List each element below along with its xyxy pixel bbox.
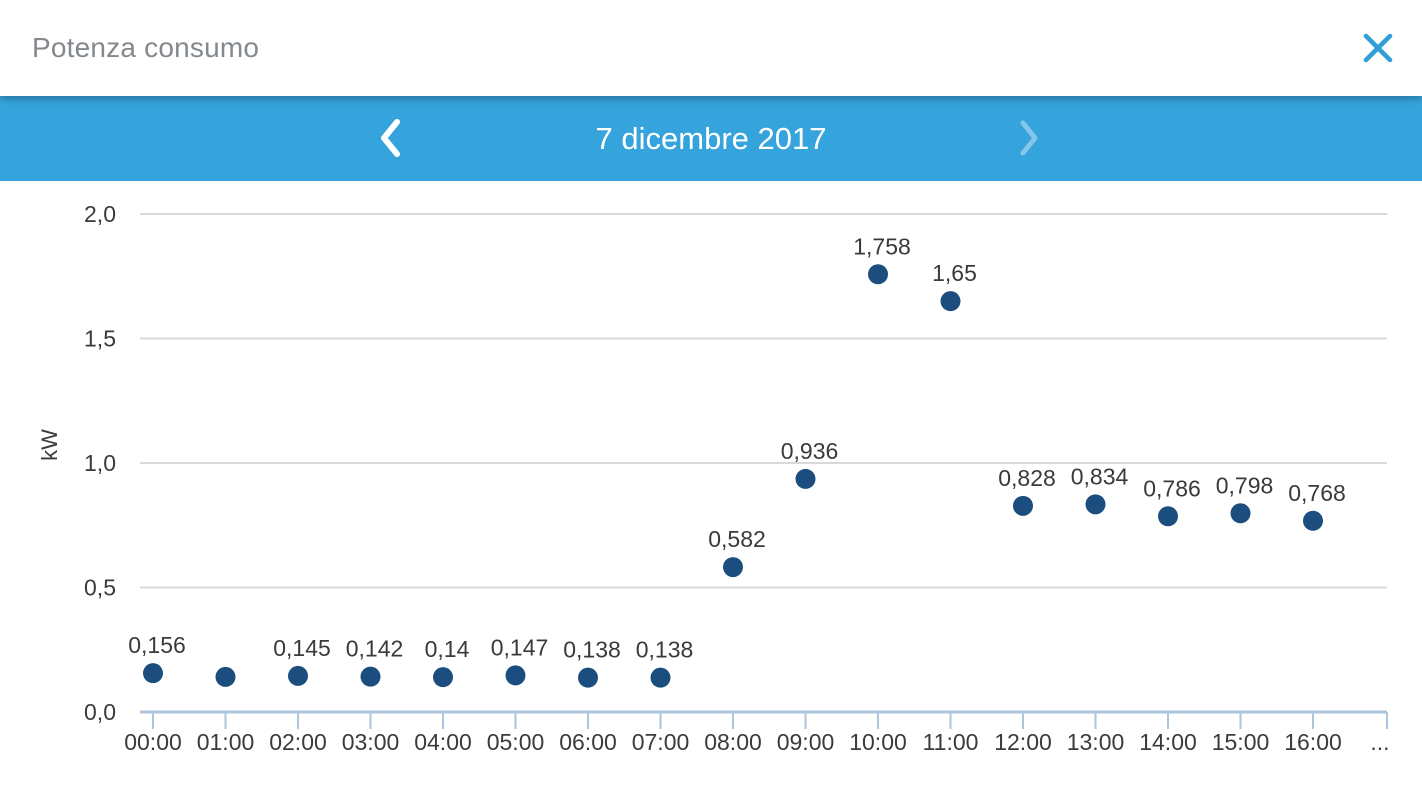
data-point[interactable] xyxy=(288,665,308,686)
x-tick-label: 12:00 xyxy=(994,729,1052,755)
y-tick-label: 0,5 xyxy=(84,575,116,601)
data-point[interactable] xyxy=(505,665,526,686)
chevron-right-icon xyxy=(1020,120,1038,156)
x-tick-label: 04:00 xyxy=(414,729,472,755)
date-nav-bar: 7 dicembre 2017 xyxy=(0,96,1422,181)
x-tick-label: 14:00 xyxy=(1139,729,1197,755)
data-point[interactable] xyxy=(1158,506,1178,527)
data-point[interactable] xyxy=(723,557,743,578)
data-point[interactable] xyxy=(1303,510,1323,531)
close-button[interactable] xyxy=(1352,22,1404,74)
point-value-label: 0,138 xyxy=(636,637,694,663)
x-tick-label: 09:00 xyxy=(777,729,835,755)
point-value-label: 0,786 xyxy=(1143,475,1201,501)
x-tick-label: 02:00 xyxy=(269,729,327,755)
chevron-left-icon xyxy=(381,119,400,157)
close-icon xyxy=(1363,33,1393,63)
date-label: 7 dicembre 2017 xyxy=(595,120,827,156)
point-value-label: 0,828 xyxy=(998,465,1056,491)
data-point[interactable] xyxy=(578,667,598,688)
point-value-label: 0,138 xyxy=(563,637,621,663)
point-value-label: 0,156 xyxy=(128,632,186,658)
x-tick-label: 10:00 xyxy=(849,729,907,755)
next-day-button[interactable] xyxy=(1002,110,1058,166)
data-point[interactable] xyxy=(940,291,961,312)
point-value-label: 0,798 xyxy=(1216,472,1274,498)
point-value-label: 0,936 xyxy=(781,438,839,464)
point-value-label: 0,834 xyxy=(1071,463,1129,489)
data-point[interactable] xyxy=(433,667,453,688)
x-tick-label: 05:00 xyxy=(487,729,545,755)
point-value-label: 0,768 xyxy=(1288,480,1346,506)
x-tick-label: 06:00 xyxy=(559,729,617,755)
x-tick-label: 13:00 xyxy=(1067,729,1125,755)
y-axis-label: kW xyxy=(37,429,62,461)
y-tick-label: 1,5 xyxy=(84,326,116,352)
previous-day-button[interactable] xyxy=(362,110,418,166)
x-tick-label: 01:00 xyxy=(197,729,255,755)
x-tick-label-overflow: ... xyxy=(1370,729,1389,755)
data-point[interactable] xyxy=(795,468,816,489)
point-value-label: 1,758 xyxy=(853,233,911,259)
point-value-label: 0,142 xyxy=(346,636,404,662)
data-point[interactable] xyxy=(215,666,236,687)
x-tick-label: 03:00 xyxy=(342,729,400,755)
x-tick-label: 15:00 xyxy=(1212,729,1270,755)
data-point[interactable] xyxy=(360,666,381,687)
x-tick-label: 07:00 xyxy=(632,729,690,755)
x-tick-label: 08:00 xyxy=(704,729,762,755)
point-value-label: 0,582 xyxy=(708,526,766,552)
x-tick-label: 11:00 xyxy=(923,729,979,755)
point-value-label: 0,145 xyxy=(273,635,331,661)
x-tick-label: 00:00 xyxy=(124,729,182,755)
point-value-label: 0,147 xyxy=(491,634,549,660)
page-title: Potenza consumo xyxy=(32,32,260,63)
y-tick-label: 0,0 xyxy=(84,699,116,725)
data-point[interactable] xyxy=(1230,503,1251,524)
point-value-label: 1,65 xyxy=(932,260,977,286)
data-point[interactable] xyxy=(143,663,163,684)
point-value-label: 0,14 xyxy=(425,636,470,662)
data-point[interactable] xyxy=(1085,494,1106,515)
data-point[interactable] xyxy=(868,264,888,285)
data-point[interactable] xyxy=(1013,495,1033,516)
x-tick-label: 16:00 xyxy=(1284,729,1342,755)
y-tick-label: 2,0 xyxy=(84,201,116,227)
y-tick-label: 1,0 xyxy=(84,450,116,476)
dialog-header: Potenza consumo xyxy=(0,0,1422,96)
data-point[interactable] xyxy=(650,667,671,688)
